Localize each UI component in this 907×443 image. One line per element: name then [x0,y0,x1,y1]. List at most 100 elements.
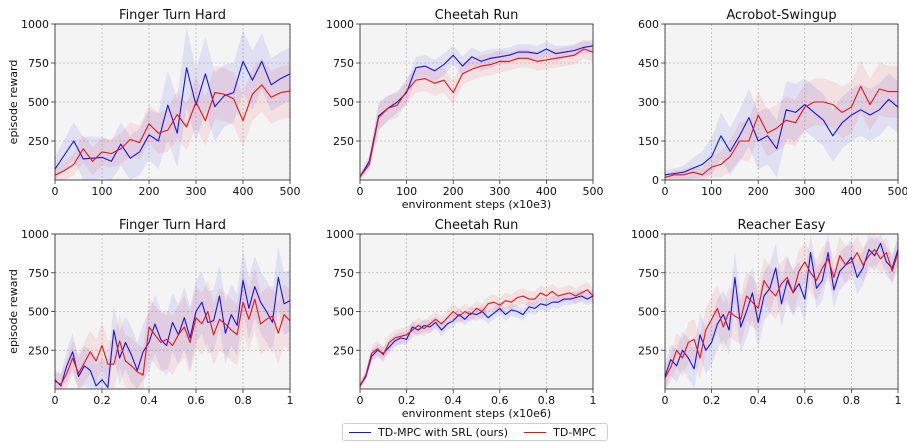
series-band-0 [55,27,290,180]
chart-panel-3: 0 0.2 0.4 0.6 0.8 1 250 500 750 1000 Finger Turn H… [7,218,294,407]
x-tick-label: 0 [52,185,59,198]
series-band-0 [665,73,898,179]
plot-frame [54,23,291,181]
x-tick-label: 300 [489,185,510,198]
x-tick-label: 500 [583,185,604,198]
series-line-0 [664,242,899,377]
series-line-1 [359,48,594,178]
x-tick-label: 200 [748,185,769,198]
x-tick-label: 0.4 [140,394,158,407]
x-tick-label: 0 [662,185,669,198]
y-tick-label: 150 [638,135,659,148]
series-band-1 [55,268,290,389]
x-tick-label: 0.6 [491,394,509,407]
y-tick-label: 750 [638,267,659,280]
series-line-0 [359,295,594,387]
x-tick-label: 1 [287,394,294,407]
y-tick-label: 250 [333,344,354,357]
legend: TD-MPC with SRL (ours) TD-MPC [342,423,608,441]
series-band-1 [360,39,593,180]
x-tick-label: 300 [794,185,815,198]
series-line-0 [54,276,291,388]
x-tick-label: 200 [139,185,160,198]
legend-label-tdmpc: TD-MPC [553,425,597,439]
chart-panel-5: 0 0.2 0.4 0.6 0.8 1 250 500 750 1000 Reacher Easy [631,218,902,407]
x-tick-label: 0.8 [843,394,861,407]
y-tick-label: 600 [638,18,659,31]
legend-item-tdmpc: TD-MPC [524,426,596,439]
plot-frame [359,233,594,390]
x-tick-label: 100 [701,185,722,198]
y-tick-label: 1000 [21,18,49,31]
y-tick-label: 250 [638,344,659,357]
x-tick-label: 500 [888,185,907,198]
x-tick-label: 400 [841,185,862,198]
legend-label-srl: TD-MPC with SRL (ours) [378,425,509,439]
y-tick-label: 750 [333,267,354,280]
x-tick-label: 400 [536,185,557,198]
y-tick-label: 750 [28,267,49,280]
x-tick-label: 0 [357,394,364,407]
x-tick-label: 400 [233,185,254,198]
x-tick-label: 0 [52,394,59,407]
y-tick-label: 1000 [631,228,659,241]
y-tick-label: 1000 [326,228,354,241]
chart-title: Acrobot-Swingup [726,8,836,23]
x-tick-label: 300 [186,185,207,198]
x-tick-label: 0 [357,185,364,198]
y-tick-label: 500 [28,306,49,319]
series-line-0 [359,45,594,178]
x-tick-label: 0.8 [538,394,556,407]
chart-panel-1: 0 100 200 300 400 500 250 500 750 1000 Cheetah Run… [326,8,604,211]
y-tick-label: 250 [333,135,354,148]
y-tick-label: 450 [638,57,659,70]
y-tick-label: 750 [28,57,49,70]
x-tick-label: 1 [590,394,597,407]
series-line-1 [54,84,291,176]
series-line-1 [664,248,899,379]
x-axis-label: environment steps (x10e3) [402,198,551,211]
plot-frame [664,233,899,390]
x-tick-label: 0.6 [796,394,814,407]
y-axis-label: episode reward [7,60,20,145]
chart-title: Cheetah Run [435,8,519,23]
chart-panel-2: 0 100 200 300 400 500 0 150 300 450 600 Acrobot-Swi… [638,8,907,198]
chart-title: Reacher Easy [738,218,826,233]
y-tick-label: 500 [333,306,354,319]
series-line-0 [54,60,291,170]
y-axis-label: episode reward [7,269,20,354]
legend-line-srl [349,431,371,433]
chart-panel-4: 0 0.2 0.4 0.6 0.8 1 250 500 750 1000 Cheetah Run en… [326,218,597,420]
x-tick-label: 0.2 [703,394,721,407]
y-tick-label: 500 [638,306,659,319]
legend-line-tdmpc [524,431,547,433]
x-tick-label: 0.4 [749,394,767,407]
plot-frame [664,23,899,181]
chart-panel-0: 0 100 200 300 400 500 250 500 750 1000 Finger Turn… [7,8,301,198]
series-band-0 [360,39,593,180]
series-line-1 [359,289,594,387]
x-tick-label: 0.8 [234,394,252,407]
x-tick-label: 0.4 [444,394,462,407]
series-line-1 [54,298,291,385]
series-line-1 [664,85,898,178]
plot-frame [54,233,291,390]
x-tick-label: 0.2 [93,394,111,407]
chart-title: Finger Turn Hard [119,218,226,233]
y-tick-label: 300 [638,96,659,109]
y-tick-label: 250 [28,344,49,357]
legend-item-srl: TD-MPC with SRL (ours) [349,426,508,439]
x-tick-label: 200 [443,185,464,198]
series-band-0 [55,246,290,389]
x-tick-label: 0.6 [187,394,205,407]
y-tick-label: 1000 [326,18,354,31]
x-tick-label: 0.2 [398,394,416,407]
y-tick-label: 500 [333,96,354,109]
plot-frame [359,23,594,181]
x-axis-label: environment steps (x10e6) [402,407,551,420]
x-tick-label: 100 [396,185,417,198]
x-tick-label: 500 [280,185,301,198]
series-line-0 [664,98,899,176]
y-tick-label: 500 [28,96,49,109]
